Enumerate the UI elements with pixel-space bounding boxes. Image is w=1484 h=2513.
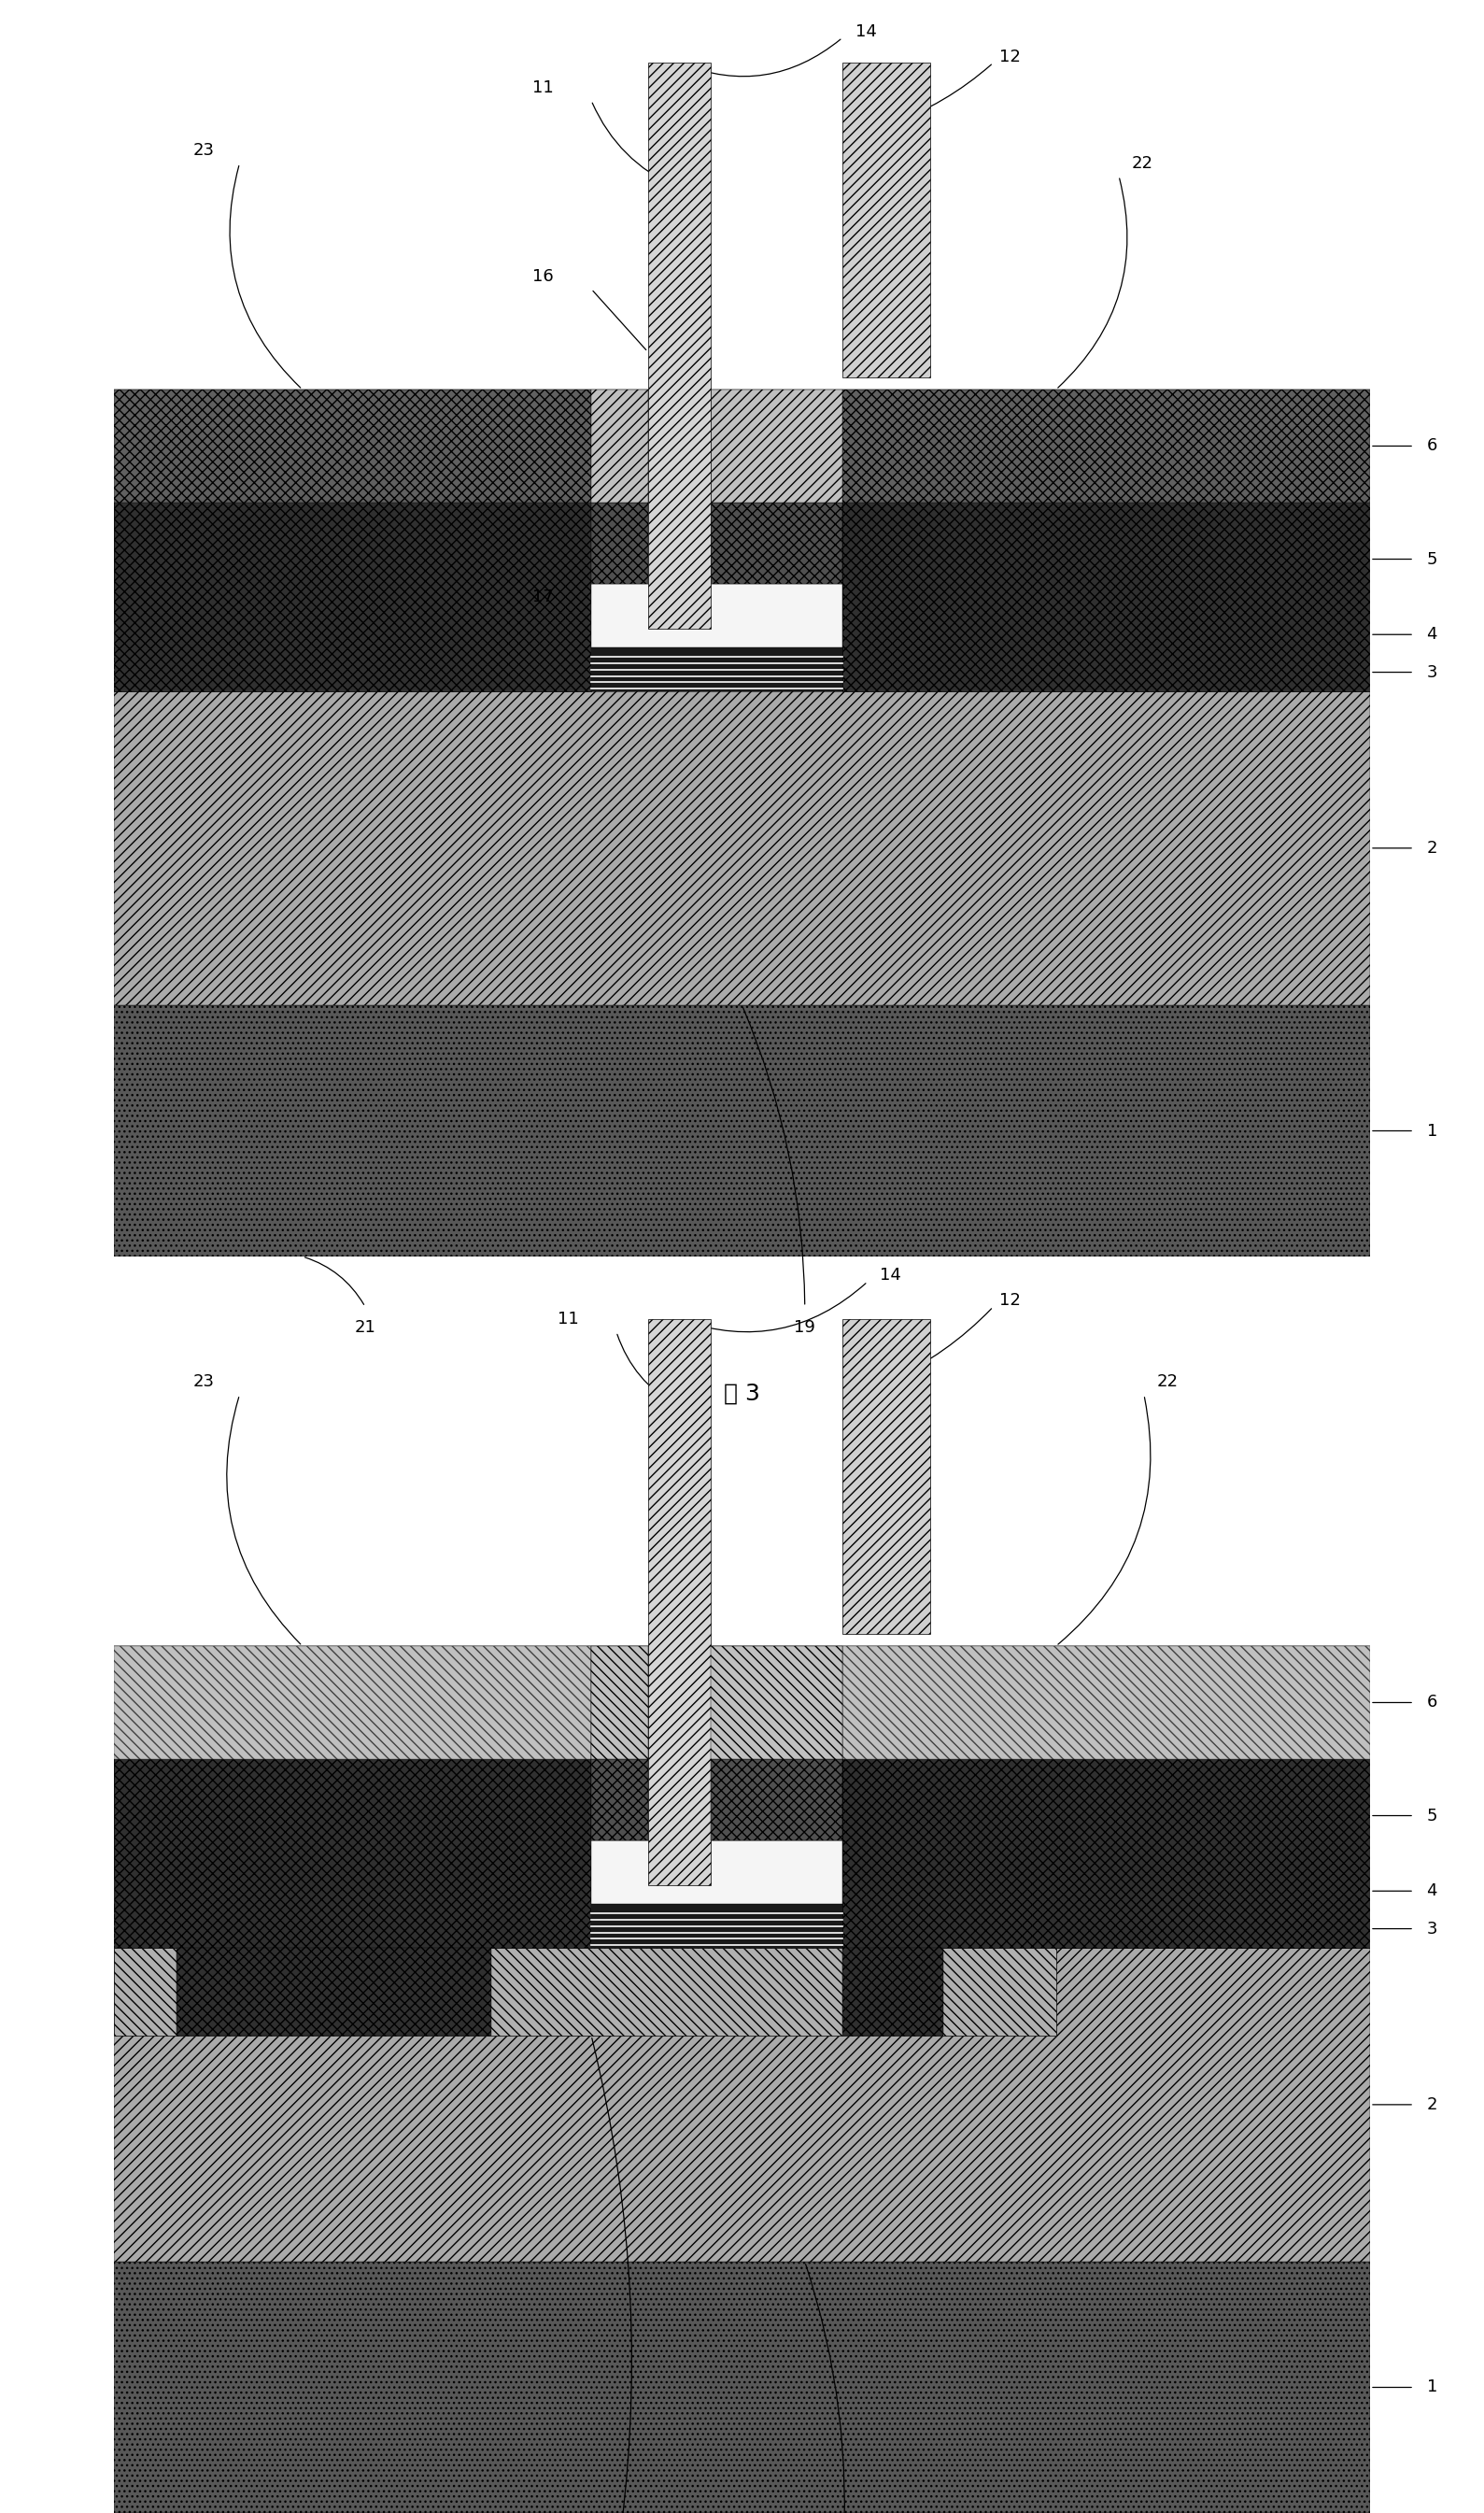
Bar [114, 1759, 1370, 1880]
Bar [114, 2262, 1370, 2513]
Bar [843, 390, 1370, 503]
Bar [591, 503, 649, 586]
Text: 6: 6 [1426, 437, 1437, 455]
Bar [114, 1880, 1370, 1905]
Text: 图 3: 图 3 [724, 1382, 760, 1405]
Bar [711, 390, 843, 503]
Bar [591, 1759, 649, 1840]
Text: 17: 17 [533, 588, 554, 606]
Text: 11: 11 [533, 80, 554, 95]
Text: 3: 3 [1426, 1920, 1438, 1938]
Bar [114, 691, 1370, 1005]
Bar [591, 1759, 843, 1840]
Text: 22: 22 [1156, 1375, 1178, 1390]
Bar [843, 1646, 1370, 1759]
Bar [114, 1646, 591, 1759]
Bar [591, 503, 843, 691]
Bar [591, 586, 843, 648]
Bar [591, 1840, 843, 1905]
Text: 12: 12 [1000, 48, 1021, 65]
Bar [114, 1646, 591, 1948]
Bar [711, 1759, 843, 1840]
Text: 14: 14 [880, 1267, 902, 1284]
Bar [591, 390, 649, 503]
Text: 4: 4 [1426, 626, 1438, 643]
Bar [843, 1948, 942, 2036]
Bar [114, 1646, 1370, 1759]
Bar [591, 1759, 843, 1948]
Text: 2: 2 [1426, 839, 1438, 857]
Bar [711, 1646, 843, 1759]
Text: 21: 21 [355, 1319, 375, 1337]
Text: 5: 5 [1426, 1807, 1438, 1824]
Bar [649, 63, 711, 628]
Text: 12: 12 [1000, 1292, 1021, 1309]
Text: 19: 19 [794, 1319, 816, 1337]
Bar [114, 1646, 591, 1759]
Text: 4: 4 [1426, 1882, 1438, 1900]
Text: 6: 6 [1426, 1694, 1437, 1711]
Text: 1: 1 [1426, 1123, 1437, 1138]
Bar [711, 1759, 843, 1840]
Bar [591, 1646, 649, 1759]
Bar [114, 1905, 1370, 1948]
Bar [843, 390, 1370, 691]
Bar [177, 1948, 491, 2036]
Bar [114, 623, 1370, 648]
Bar [114, 1005, 1370, 1256]
Bar [114, 1948, 1057, 2036]
Bar [114, 1948, 1370, 2262]
Text: 1: 1 [1426, 2380, 1437, 2395]
Bar [711, 503, 843, 586]
Bar [591, 646, 843, 691]
Bar [591, 1759, 649, 1840]
Bar [114, 390, 1370, 503]
Text: 5: 5 [1426, 550, 1438, 568]
Bar [649, 1319, 711, 1885]
Bar [843, 1646, 1370, 1759]
Text: 3: 3 [1426, 663, 1438, 681]
Bar [114, 503, 1370, 623]
Text: 2: 2 [1426, 2096, 1438, 2113]
Bar [843, 1646, 1370, 1948]
Text: 11: 11 [558, 1312, 579, 1327]
Bar [843, 63, 930, 377]
Bar [114, 390, 591, 691]
Bar [591, 1905, 843, 1948]
Bar [711, 1646, 843, 1759]
Bar [591, 503, 843, 586]
Text: 22: 22 [1131, 156, 1153, 171]
Bar [114, 390, 591, 503]
Text: 23: 23 [193, 143, 214, 158]
Text: 14: 14 [855, 23, 877, 40]
Text: 16: 16 [533, 269, 554, 284]
Bar [843, 1319, 930, 1633]
Bar [114, 646, 1370, 691]
Text: 23: 23 [193, 1375, 214, 1390]
Bar [591, 1646, 649, 1759]
